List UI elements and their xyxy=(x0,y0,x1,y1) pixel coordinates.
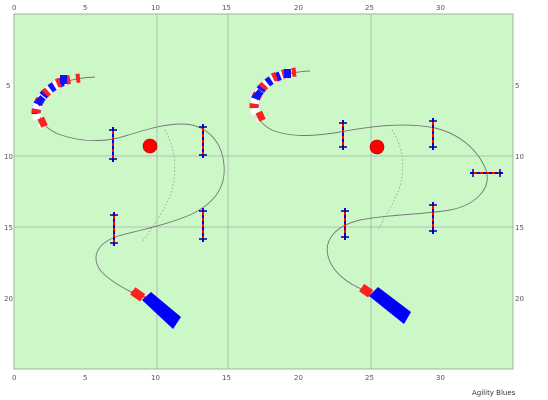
course-right xyxy=(249,67,503,324)
tick-label: 15 xyxy=(222,374,231,382)
tunnel xyxy=(249,67,297,124)
jump xyxy=(339,120,347,150)
tick-label: 5 xyxy=(515,82,519,90)
tick-label: 5 xyxy=(83,374,87,382)
tick-label: 15 xyxy=(515,224,524,232)
tick-label: 20 xyxy=(294,4,303,12)
field-area xyxy=(13,13,514,370)
jump xyxy=(470,169,503,177)
handler-path xyxy=(141,129,176,243)
jump xyxy=(199,208,207,242)
jump xyxy=(341,208,349,240)
chute xyxy=(130,287,181,329)
axis-top: 0 5 10 15 20 25 30 xyxy=(12,4,445,12)
jump xyxy=(429,202,437,234)
jump xyxy=(109,127,117,162)
table xyxy=(142,138,158,154)
credit-label: Agility Blues xyxy=(472,389,516,397)
chute xyxy=(359,283,411,324)
tick-label: 20 xyxy=(4,295,13,303)
axis-left: 5 10 15 20 xyxy=(4,82,13,303)
jump xyxy=(429,118,437,150)
tick-label: 10 xyxy=(515,153,524,161)
tick-label: 15 xyxy=(222,4,231,12)
tick-label: 30 xyxy=(436,4,445,12)
tick-label: 10 xyxy=(4,153,13,161)
tick-label: 5 xyxy=(83,4,87,12)
jump xyxy=(110,212,118,246)
table xyxy=(369,139,385,155)
tick-label: 5 xyxy=(6,82,10,90)
axis-bottom: 0 5 10 15 20 25 30 xyxy=(12,374,445,382)
tick-label: 25 xyxy=(365,4,374,12)
tick-label: 30 xyxy=(436,374,445,382)
axis-right: 5 10 15 20 xyxy=(515,82,524,303)
tick-label: 25 xyxy=(365,374,374,382)
handler-path xyxy=(377,129,404,231)
tunnel xyxy=(31,73,81,130)
tick-label: 15 xyxy=(4,224,13,232)
course-left xyxy=(31,73,225,329)
tick-label: 0 xyxy=(12,4,16,12)
tick-label: 10 xyxy=(151,4,160,12)
jump xyxy=(199,124,207,158)
tick-label: 0 xyxy=(12,374,16,382)
tick-label: 20 xyxy=(515,295,524,303)
tick-label: 10 xyxy=(151,374,160,382)
tick-label: 20 xyxy=(294,374,303,382)
